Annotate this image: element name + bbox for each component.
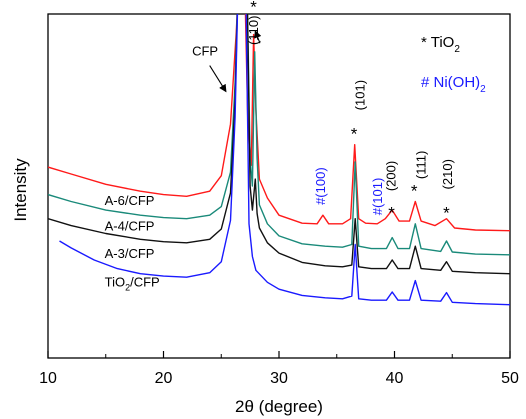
peak-label: * — [250, 0, 257, 16]
legend: * TiO2 # Ni(OH)2 — [421, 34, 486, 95]
peak-label: #(100) — [313, 167, 328, 205]
peak-annotations: CFP*(110)*(101)#(100) #(101) *(200) *(111)*… — [192, 0, 455, 223]
series-line-a-6-cfp — [48, 14, 510, 232]
legend-entry: * TiO2 — [421, 34, 460, 55]
peak-label: (200) — [384, 161, 399, 191]
peak-label: (111) — [414, 151, 429, 179]
x-tick-label: 30 — [270, 370, 288, 387]
peak-label: * — [411, 181, 418, 200]
series-label-a-3-cfp: A-3/CFP — [105, 246, 155, 261]
x-tick-label: 40 — [386, 370, 404, 387]
y-axis-label: Intensity — [11, 158, 30, 222]
series-label-tio2-cfp: TiO2/CFP — [105, 274, 160, 292]
peak-label: #(101) — [370, 178, 385, 216]
peak-label: (101) — [352, 80, 367, 110]
series-labels: A-6/CFP A-4/CFP A-3/CFP TiO2/CFP — [105, 193, 160, 293]
peak-label: * — [443, 204, 450, 223]
peak-label: * — [351, 125, 358, 144]
series-line-tio2-cfp — [59, 14, 510, 306]
x-axis-label: 2θ (degree) — [235, 397, 323, 416]
x-tick-label: 10 — [39, 370, 57, 387]
series-label-a-6-cfp: A-6/CFP — [105, 193, 155, 208]
peak-110-arrow — [254, 30, 262, 44]
x-tick-label: 20 — [155, 370, 173, 387]
series-label-a-4-cfp: A-4/CFP — [105, 219, 155, 234]
series-line-a-3-cfp — [48, 14, 510, 275]
peak-label: * — [388, 204, 395, 223]
x-axis-ticks: 10 20 30 40 50 — [39, 351, 519, 387]
peak-label: CFP — [192, 43, 218, 58]
series-layer — [48, 14, 510, 306]
peak-label: (210) — [440, 159, 455, 189]
legend-entry: # Ni(OH)2 — [421, 74, 486, 95]
cfp-arrow — [209, 65, 227, 93]
series-line-a-4-cfp — [48, 14, 510, 256]
x-tick-label: 50 — [501, 370, 519, 387]
